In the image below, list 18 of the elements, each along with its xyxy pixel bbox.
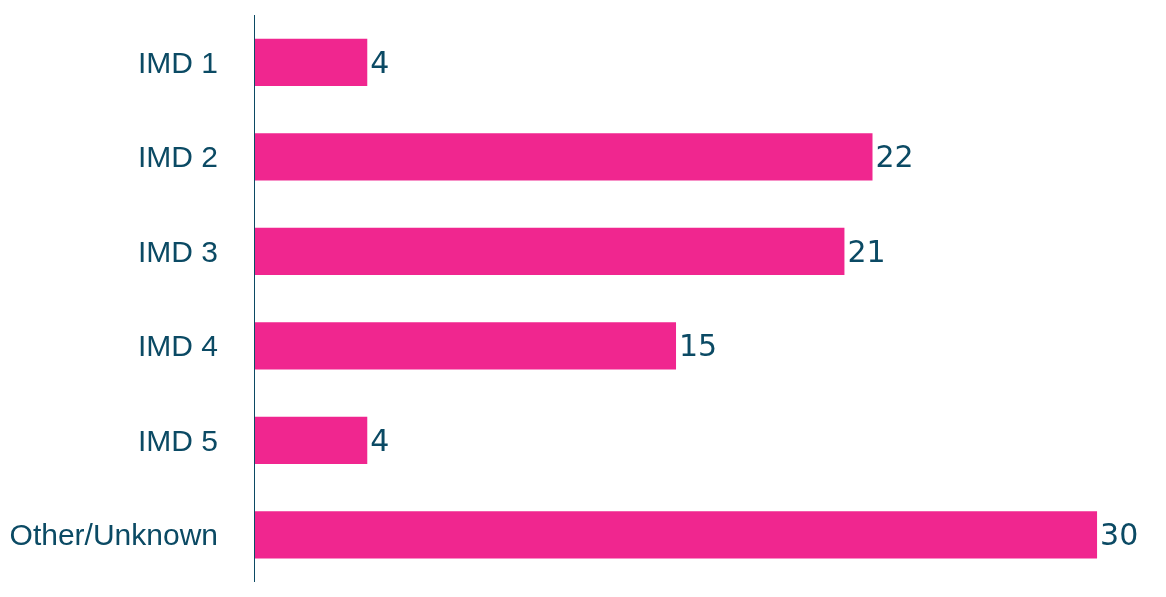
data-label: 22 xyxy=(875,139,914,175)
data-label: 4 xyxy=(370,422,390,458)
y-tick-label: IMD 2 xyxy=(137,140,218,174)
data-label: 21 xyxy=(847,233,886,269)
y-tick-label: IMD 4 xyxy=(137,329,218,363)
bar xyxy=(255,416,368,464)
bar xyxy=(255,322,677,370)
bar xyxy=(255,227,845,275)
bar xyxy=(255,133,873,181)
data-label: 4 xyxy=(370,44,390,80)
bar xyxy=(255,38,368,86)
bar xyxy=(255,511,1098,559)
y-tick-label: IMD 5 xyxy=(137,423,218,457)
y-tick-label: IMD 1 xyxy=(137,45,218,79)
y-tick-label: IMD 3 xyxy=(137,234,218,268)
data-label: 30 xyxy=(1100,517,1139,553)
y-tick-label: Other/Unknown xyxy=(9,518,218,552)
data-label: 15 xyxy=(679,328,718,364)
